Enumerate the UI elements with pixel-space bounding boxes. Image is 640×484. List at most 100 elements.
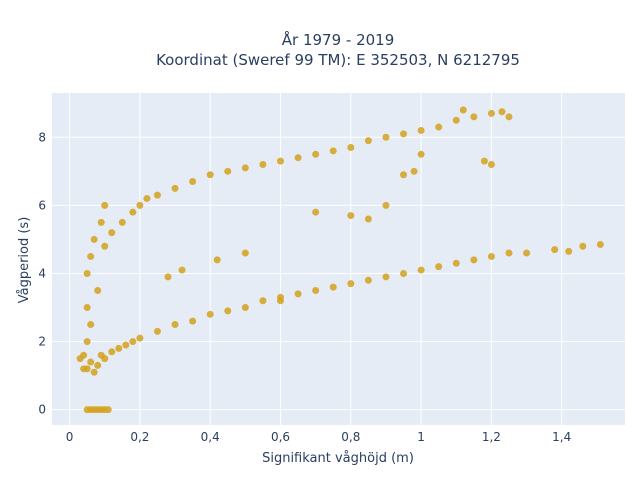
chart-title: År 1979 - 2019 (282, 30, 395, 49)
x-tick-label: 0,6 (271, 430, 290, 444)
scatter-point (101, 201, 109, 209)
scatter-point (94, 286, 102, 294)
scatter-point (241, 249, 249, 257)
scatter-point (505, 249, 513, 257)
scatter-point (87, 358, 95, 366)
scatter-point (259, 297, 267, 305)
scatter-point (565, 247, 573, 255)
chart-subtitle: Koordinat (Sweref 99 TM): E 352503, N 62… (156, 51, 520, 69)
scatter-point (364, 276, 372, 284)
y-tick-label: 4 (38, 266, 46, 280)
scatter-point (94, 361, 102, 369)
scatter-point (487, 161, 495, 169)
scatter-point (129, 208, 137, 216)
scatter-point (115, 344, 123, 352)
scatter-point (129, 338, 137, 346)
scatter-point (487, 109, 495, 117)
scatter-point (417, 266, 425, 274)
scatter-point (189, 317, 197, 325)
scatter-point (452, 116, 460, 124)
scatter-point (136, 334, 144, 342)
scatter-point (108, 348, 116, 356)
scatter-point (101, 355, 109, 363)
scatter-point (224, 307, 232, 315)
scatter-point (108, 229, 116, 237)
scatter-point (329, 147, 337, 155)
scatter-point (480, 157, 488, 165)
scatter-point (459, 106, 467, 114)
scatter-point (382, 133, 390, 141)
plot-area (52, 93, 625, 425)
scatter-point (83, 269, 91, 277)
scatter-point (97, 218, 105, 226)
scatter-point (347, 212, 355, 220)
scatter-point (164, 273, 172, 281)
tick-labels: 0 0,2 0,4 0,6 0,8 1 1,2 1,4 0 2 4 6 8 (38, 130, 571, 444)
scatter-point (87, 252, 95, 260)
y-tick-label: 2 (38, 335, 46, 349)
scatter-point (523, 249, 531, 257)
scatter-point (83, 304, 91, 312)
scatter-point (364, 215, 372, 223)
scatter-point (498, 108, 506, 116)
x-tick-label: 0,2 (130, 430, 149, 444)
scatter-point (410, 167, 418, 175)
scatter-point (241, 304, 249, 312)
x-tick-label: 1,2 (482, 430, 501, 444)
scatter-point (400, 130, 408, 138)
scatter-points (76, 106, 604, 414)
scatter-point (153, 327, 161, 335)
scatter-point (122, 341, 130, 349)
scatter-point (417, 150, 425, 158)
y-tick-label: 8 (38, 130, 46, 144)
scatter-point (312, 208, 320, 216)
x-axis-title: Signifikant våghöjd (m) (262, 451, 414, 466)
scatter-point (171, 184, 179, 192)
scatter-point (382, 273, 390, 281)
scatter-point (83, 338, 91, 346)
scatter-point (347, 280, 355, 288)
y-tick-label: 6 (38, 198, 46, 212)
scatter-point (364, 137, 372, 145)
scatter-point (206, 171, 214, 179)
y-axis-title: Vågperiod (s) (17, 217, 32, 304)
x-tick-label: 1,4 (552, 430, 571, 444)
scatter-point (505, 113, 513, 121)
x-tick-label: 0,4 (201, 430, 220, 444)
scatter-point (101, 242, 109, 250)
scatter-point (104, 406, 112, 414)
scatter-point (400, 171, 408, 179)
scatter-point (136, 201, 144, 209)
scatter-point (382, 201, 390, 209)
scatter-point (276, 297, 284, 305)
scatter-point (153, 191, 161, 199)
scatter-point (80, 365, 88, 373)
scatter-point (579, 242, 587, 250)
scatter-point (224, 167, 232, 175)
scatter-point (487, 252, 495, 260)
scatter-point (90, 235, 98, 243)
scatter-point (596, 241, 604, 249)
scatter-point (417, 126, 425, 134)
scatter-point (259, 161, 267, 169)
scatter-point (347, 143, 355, 151)
scatter-point (241, 164, 249, 172)
scatter-point (213, 256, 221, 264)
x-tick-label: 0 (66, 430, 74, 444)
y-tick-label: 0 (38, 403, 46, 417)
scatter-point (80, 351, 88, 359)
scatter-point (294, 154, 302, 162)
scatter-point (118, 218, 126, 226)
scatter-point (171, 321, 179, 329)
scatter-point (312, 150, 320, 158)
grid-lines (52, 93, 625, 425)
scatter-point (551, 246, 559, 254)
scatter-point (470, 113, 478, 121)
scatter-point (90, 368, 98, 376)
scatter-point (329, 283, 337, 291)
scatter-point (400, 269, 408, 277)
x-tick-label: 0,8 (341, 430, 360, 444)
scatter-point (87, 321, 95, 329)
